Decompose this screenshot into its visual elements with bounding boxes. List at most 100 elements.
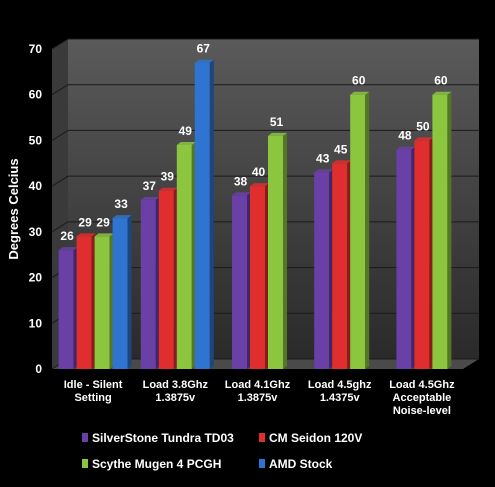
legend-swatch (259, 433, 265, 442)
legend-item: AMD Stock (259, 457, 333, 471)
x-tick-label: Load 4.5Ghz Acceptable Noise-level (389, 379, 455, 417)
data-label: 33 (114, 197, 128, 211)
value-labels: 26 29 29 33 37 39 49 67 38 40 51 43 45 60 48 50 60 (60, 42, 447, 243)
legend-label: SilverStone Tundra TD03 (92, 431, 234, 445)
y-tick-label: 70 (29, 42, 43, 56)
bar-front (58, 250, 74, 369)
bar (414, 137, 434, 369)
bar-front (194, 62, 210, 369)
bar (350, 91, 370, 369)
y-tick-label: 60 (29, 88, 43, 102)
data-label: 39 (161, 170, 175, 184)
y-tick-label: 40 (29, 179, 43, 193)
data-label: 29 (78, 215, 92, 229)
bar-top (396, 146, 416, 150)
bar-front (314, 172, 330, 369)
bar-top (268, 132, 287, 136)
x-tick-label: Load 3.8Ghz 1.3875v (143, 379, 209, 404)
bar-side (283, 132, 287, 369)
bar-front (250, 186, 265, 369)
y-axis-title: Degrees Celcius (6, 158, 21, 259)
y-tick-label: 0 (35, 362, 42, 376)
bar-side (127, 215, 132, 369)
bar (432, 91, 452, 369)
bar-top (176, 142, 196, 145)
bar-front (414, 140, 430, 369)
bar (94, 233, 114, 369)
bar-side (447, 91, 452, 369)
legend-swatch (82, 459, 88, 468)
bar (112, 215, 132, 369)
x-tick-label-line: 1.3875v (238, 392, 279, 404)
data-label: 49 (179, 124, 193, 138)
bar-top (414, 137, 434, 141)
bar-top (94, 233, 114, 237)
x-tick-label-line: Load 3.8Ghz (143, 379, 209, 391)
bar-top (140, 196, 160, 200)
bar (268, 132, 287, 369)
bar-top (332, 160, 352, 164)
bar (194, 59, 214, 369)
gridline-side (51, 221, 69, 233)
bar-front (94, 236, 110, 369)
bar (332, 160, 352, 369)
gridline-side (51, 38, 69, 50)
x-tick-label-line: Acceptable (393, 392, 452, 404)
x-tick-label-line: Load 4.1Ghz (225, 379, 291, 391)
bar (140, 196, 160, 369)
data-label: 26 (60, 229, 74, 243)
bars (58, 59, 452, 369)
legend-label: CM Seidon 120V (269, 431, 362, 445)
bar (396, 146, 416, 369)
data-label: 40 (252, 165, 266, 179)
legend-swatch (82, 433, 88, 442)
bar-front (332, 163, 348, 369)
bar-top (158, 187, 178, 191)
bar-side (209, 59, 214, 369)
bar-front (176, 145, 192, 369)
y-axis: 0 10 20 30 40 50 60 70 (29, 42, 43, 376)
bar (176, 142, 196, 369)
data-label: 60 (352, 74, 366, 88)
bar-top (58, 247, 78, 251)
legend: SilverStone Tundra TD03 CM Seidon 120V Scy… (82, 431, 362, 471)
bar-top (250, 183, 269, 187)
legend-item: Scythe Mugen 4 PCGH (82, 457, 221, 471)
bar-front (268, 135, 283, 369)
x-tick-label-line: 1.4375v (320, 392, 361, 404)
bar-top (76, 233, 96, 237)
x-tick-label: Load 4.1Ghz 1.3875v (225, 379, 291, 404)
legend-label: Scythe Mugen 4 PCGH (92, 457, 221, 471)
bar (314, 169, 334, 369)
gridline-side (51, 84, 69, 96)
bar-front (396, 149, 412, 369)
y-tick-label: 20 (29, 271, 43, 285)
bar-top (194, 59, 214, 63)
data-label: 67 (197, 42, 211, 56)
bar-front (350, 94, 366, 369)
bar-top (314, 169, 334, 173)
bar (58, 247, 78, 369)
bar (250, 183, 269, 369)
bar-top (350, 91, 370, 95)
gridline-side (51, 175, 69, 187)
data-label: 43 (316, 151, 330, 165)
data-label: 60 (434, 74, 448, 88)
legend-item: CM Seidon 120V (259, 431, 362, 445)
data-label: 45 (334, 142, 348, 156)
bar-front (112, 218, 128, 369)
x-tick-label-line: Load 4.5ghz (308, 379, 372, 391)
bar-front (232, 195, 247, 369)
y-tick-label: 50 (29, 133, 43, 147)
y-tick-label: 10 (29, 316, 43, 330)
x-tick-label-line: 1.3875v (155, 392, 196, 404)
data-label: 38 (234, 174, 248, 188)
x-tick-label: Load 4.5ghz 1.4375v (308, 379, 372, 404)
bar-side (365, 91, 370, 369)
bar-front (158, 190, 174, 369)
x-tick-label-line: Load 4.5Ghz (389, 379, 455, 391)
bar-top (432, 91, 452, 95)
bar (76, 233, 96, 369)
